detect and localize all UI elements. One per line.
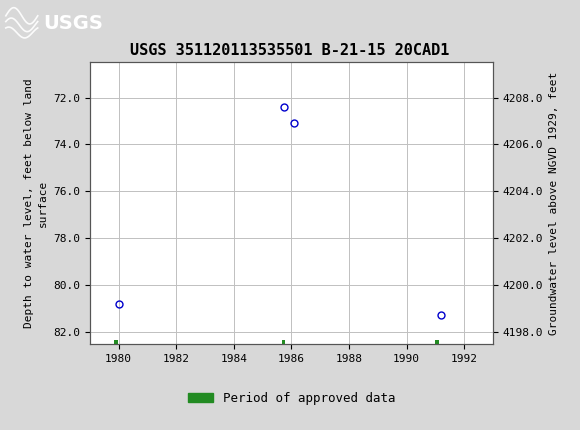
Legend: Period of approved data: Period of approved data — [183, 387, 400, 410]
Text: USGS 351120113535501 B-21-15 20CAD1: USGS 351120113535501 B-21-15 20CAD1 — [130, 43, 450, 58]
Bar — [282, 341, 285, 344]
Y-axis label: Depth to water level, feet below land
surface: Depth to water level, feet below land su… — [24, 78, 48, 328]
Text: USGS: USGS — [44, 14, 103, 33]
Bar — [435, 341, 438, 344]
Bar — [114, 341, 118, 344]
Y-axis label: Groundwater level above NGVD 1929, feet: Groundwater level above NGVD 1929, feet — [549, 71, 559, 335]
